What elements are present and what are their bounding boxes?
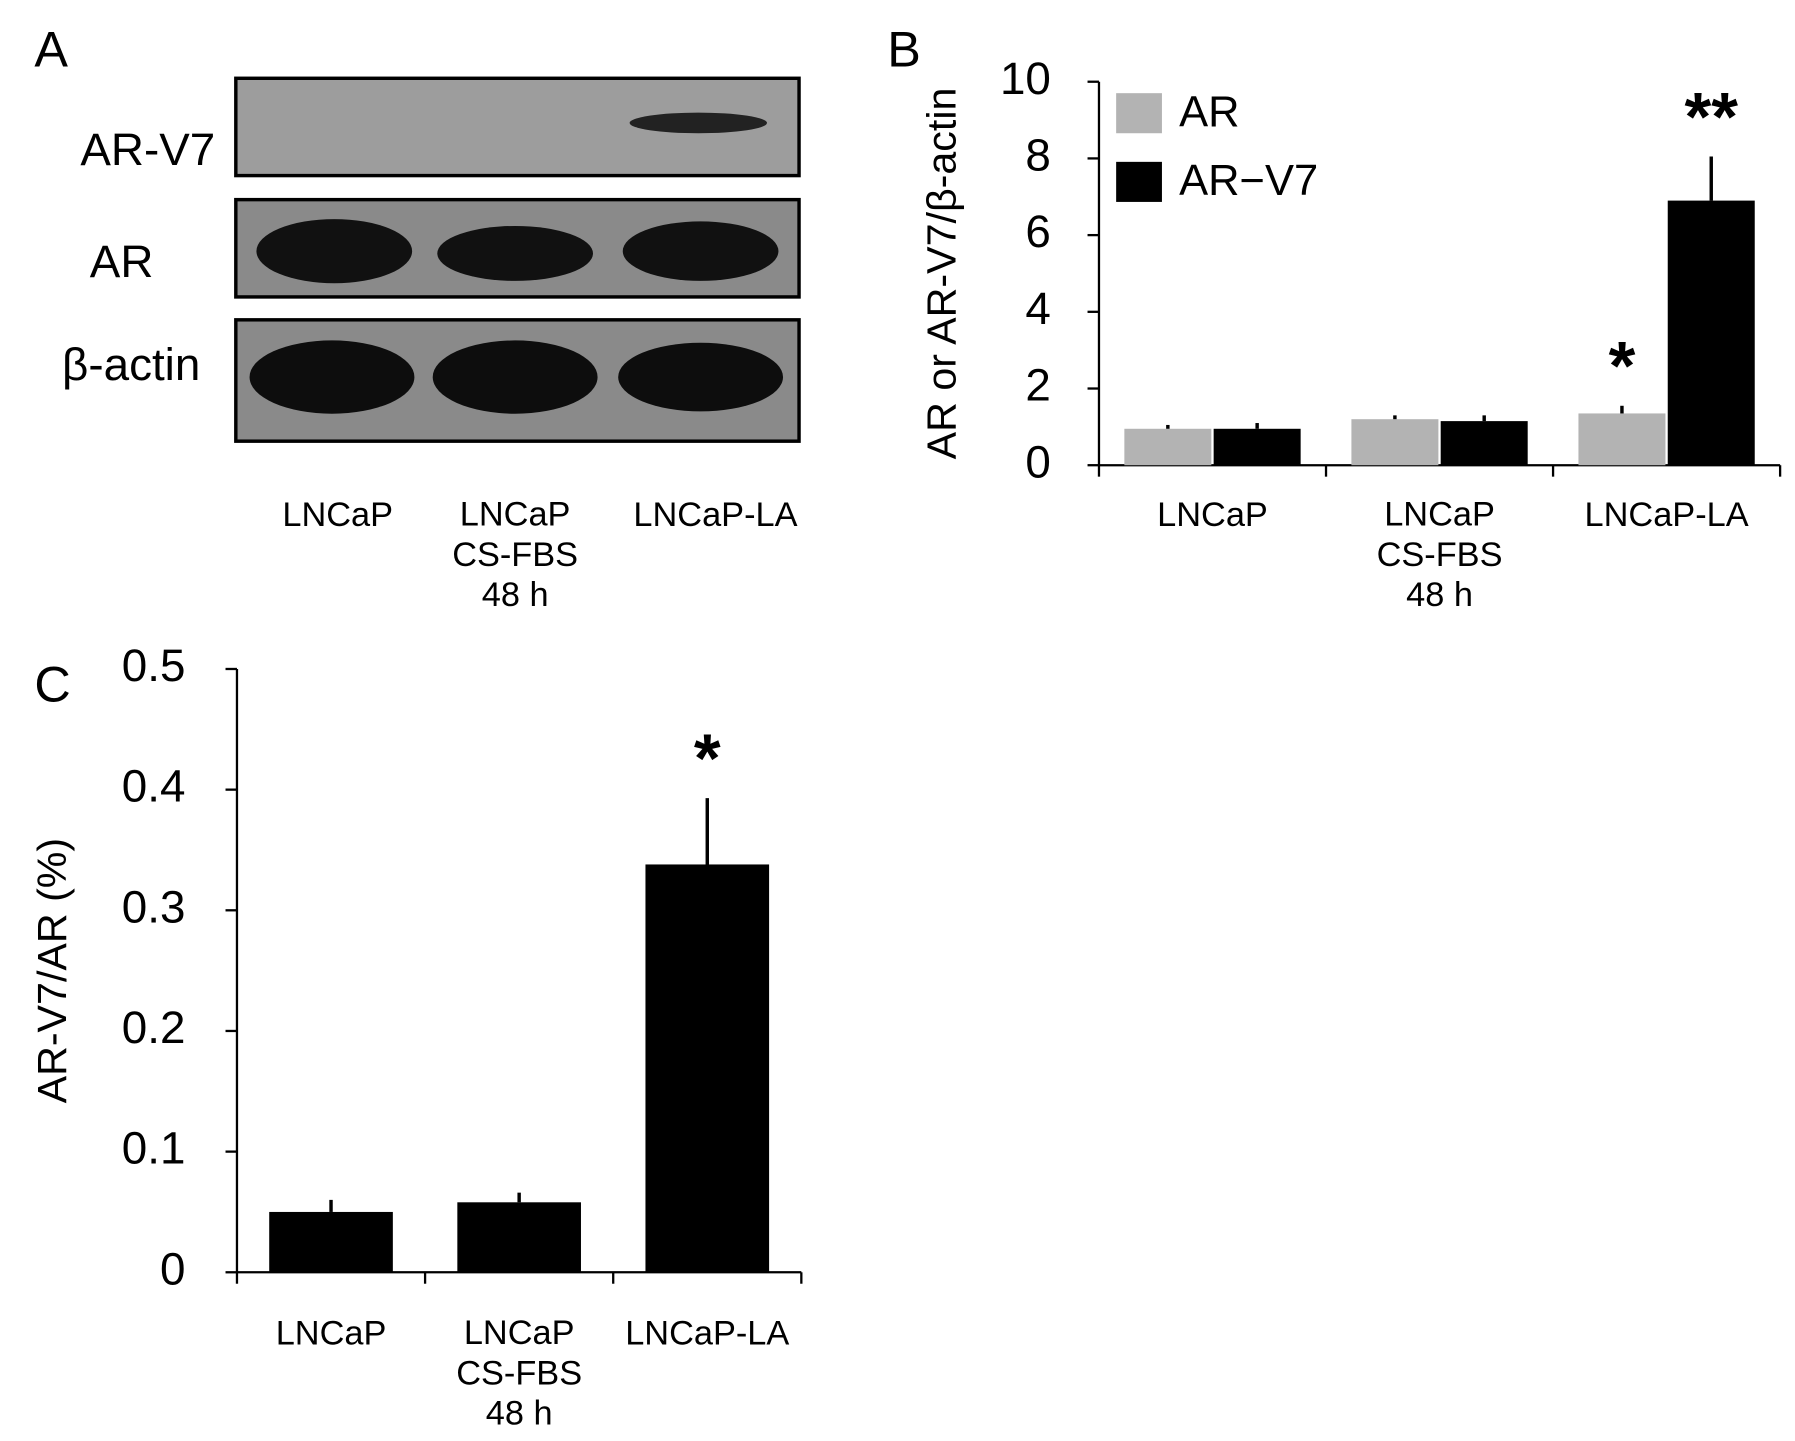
legend-label: AR−V7 [1179,157,1318,205]
band [629,112,767,134]
bar [1124,428,1212,466]
x-tick-label: LNCaP CS-FBS 48 h [456,1314,582,1432]
blot-row-label: AR-V7 [80,124,215,175]
bar [457,1202,581,1273]
y-tick-label: 10 [1000,53,1051,104]
y-tick-label: 4 [1025,283,1050,334]
y-axis-label: AR-V7/AR (%) [29,838,75,1104]
bar [1667,200,1755,466]
annotation: * [1609,328,1636,405]
y-tick-label: 0 [1025,436,1050,487]
band [618,342,784,412]
lane-label: LNCaP [282,496,393,534]
lane-label: LNCaP-LA [633,496,797,534]
bar [1578,413,1666,466]
y-tick-label: 0.3 [122,881,186,932]
annotation: ** [1685,78,1739,155]
y-tick-label: 0.1 [122,1123,186,1174]
bar [1213,428,1301,466]
legend-label: AR [1179,88,1239,136]
bar [1440,421,1528,466]
band [432,340,598,414]
band [256,219,413,284]
band [249,340,415,414]
x-tick-label: LNCaP CS-FBS 48 h [1377,496,1503,614]
bar [269,1211,393,1273]
legend-swatch [1116,93,1162,134]
band [437,225,593,281]
y-tick-label: 0.2 [122,1002,186,1053]
x-tick-label: LNCaP-LA [625,1314,789,1352]
blot-row-label: AR [90,236,154,287]
legend-swatch [1116,161,1162,202]
y-tick-label: 0.4 [122,761,186,812]
y-tick-label: 0.5 [122,640,186,691]
annotation: * [694,720,721,797]
y-tick-label: 2 [1025,360,1050,411]
x-tick-label: LNCaP-LA [1585,496,1749,534]
band [622,221,779,281]
panel-label: B [887,20,921,77]
blot-row-label: β-actin [62,339,200,390]
panel-label: C [34,656,70,713]
x-tick-label: LNCaP [1157,496,1268,534]
bar [645,864,770,1273]
y-tick-label: 8 [1025,130,1050,181]
y-tick-label: 6 [1025,206,1050,257]
x-tick-label: LNCaP [276,1314,387,1352]
y-axis-label: AR or AR-V7/β-actin [918,88,964,460]
lane-label: LNCaP CS-FBS 48 h [452,496,578,614]
bar [1351,419,1439,466]
blot [234,76,801,443]
panel-label: A [34,20,68,77]
y-tick-label: 0 [160,1243,185,1294]
